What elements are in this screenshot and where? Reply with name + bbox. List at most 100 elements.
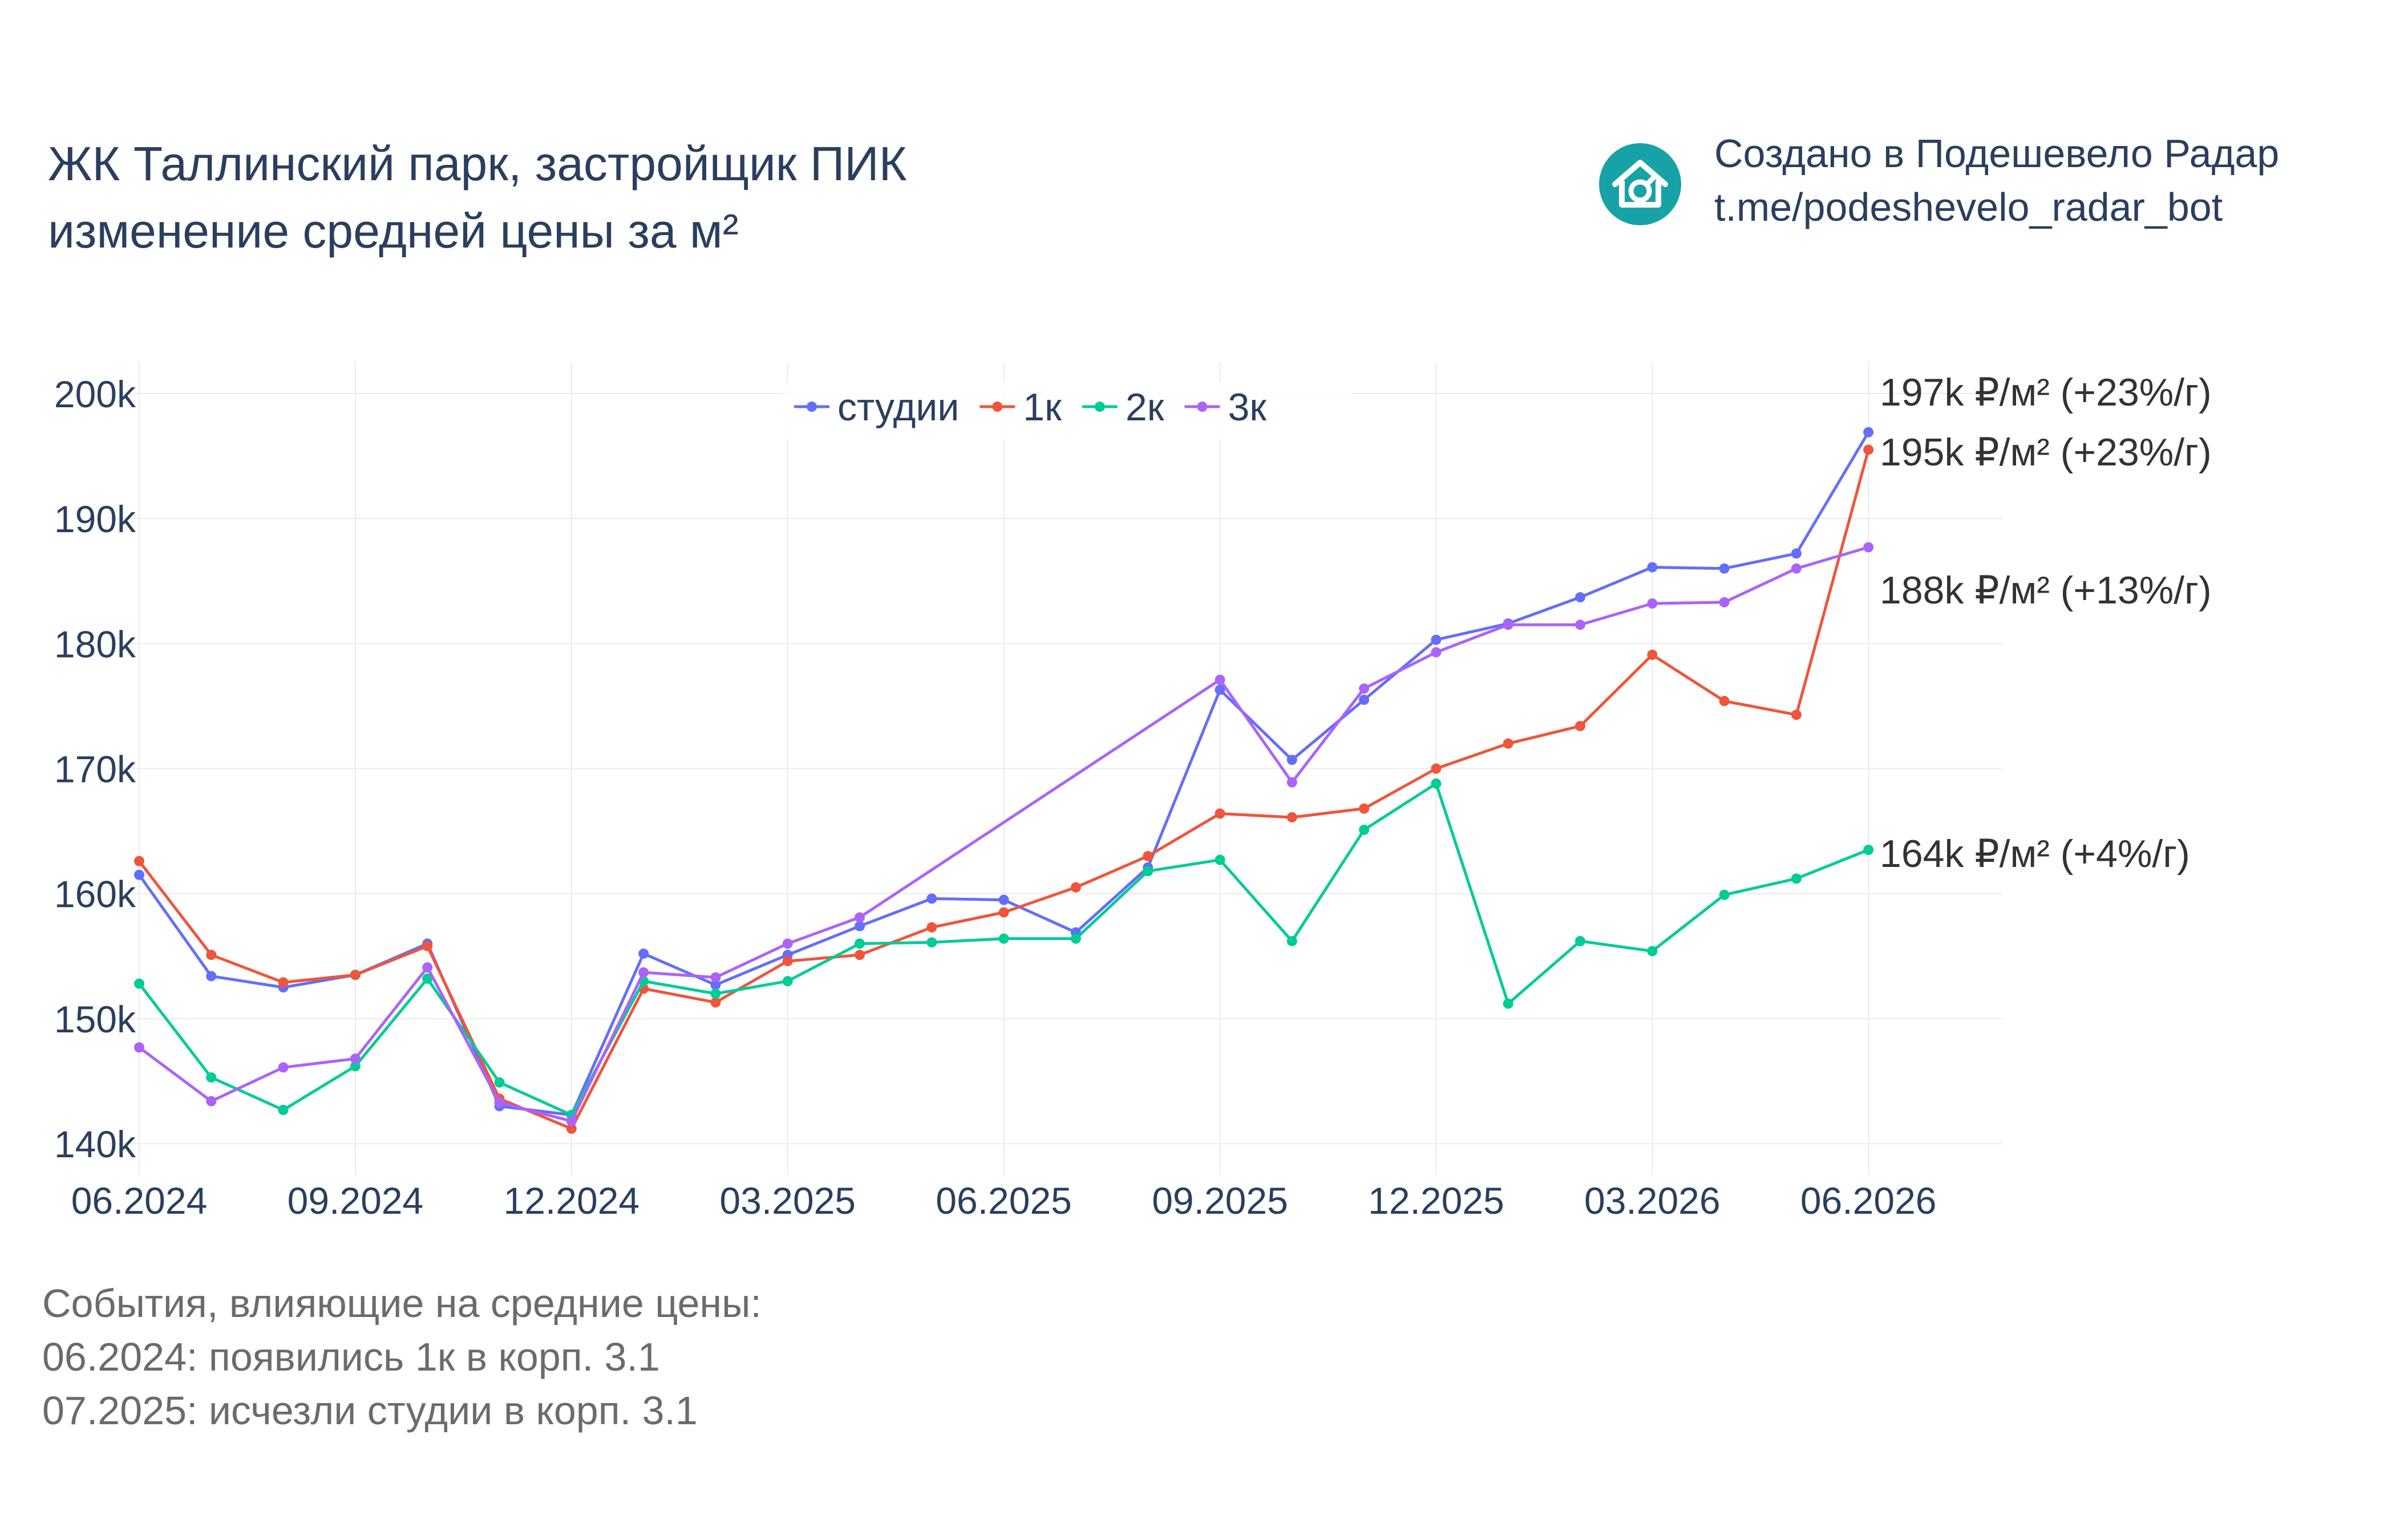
end-value-label: 188k ₽/м² (+13%/г) xyxy=(1880,569,2212,612)
data-point xyxy=(710,972,721,983)
x-tick-label: 06.2024 xyxy=(71,1180,208,1222)
data-point xyxy=(1575,936,1585,947)
y-tick-label: 140k xyxy=(54,1123,136,1165)
data-point xyxy=(1286,777,1297,788)
data-point xyxy=(855,938,865,949)
legend-item: 2к xyxy=(1082,386,1165,429)
data-point xyxy=(1719,597,1730,607)
data-point xyxy=(998,933,1009,944)
data-point xyxy=(926,937,937,948)
legend-marker xyxy=(1094,402,1105,412)
y-tick-label: 170k xyxy=(54,748,136,791)
x-tick-label: 06.2026 xyxy=(1800,1180,1937,1222)
data-point xyxy=(1286,755,1297,765)
series-2к xyxy=(134,778,1874,1120)
data-point xyxy=(1575,619,1585,630)
data-point xyxy=(855,921,865,931)
legend-label: 1к xyxy=(1023,386,1062,429)
data-point xyxy=(1431,647,1442,658)
grid-group xyxy=(108,362,2002,1175)
legend-background xyxy=(782,382,1352,439)
data-point xyxy=(278,1062,289,1073)
legend-item: студии xyxy=(794,386,959,429)
data-point xyxy=(1791,710,1802,720)
data-point xyxy=(1215,808,1225,819)
data-point xyxy=(494,1077,505,1088)
data-point xyxy=(566,1123,577,1134)
legend-marker xyxy=(1197,402,1208,412)
data-point xyxy=(206,950,217,961)
data-point xyxy=(1719,889,1730,900)
legend-label: 3к xyxy=(1228,386,1267,429)
events-heading: События, влияющие на средние цены: xyxy=(42,1281,762,1326)
data-point xyxy=(350,1053,361,1064)
data-point xyxy=(1070,882,1081,893)
house-icon xyxy=(1599,143,1681,225)
data-point xyxy=(1286,812,1297,822)
data-point xyxy=(1863,427,1874,437)
data-point xyxy=(1359,683,1370,694)
end-value-label: 195k ₽/м² (+23%/г) xyxy=(1880,431,2212,474)
data-point xyxy=(1647,598,1658,609)
event-item: 06.2024: появились 1к в корп. 3.1 xyxy=(42,1335,660,1379)
legend-label: 2к xyxy=(1126,386,1165,429)
data-point xyxy=(422,973,433,984)
y-tick-label: 180k xyxy=(54,623,136,665)
data-point xyxy=(782,956,793,967)
data-point xyxy=(206,1072,217,1083)
legend: студии 1к 2к 3к xyxy=(782,382,1352,439)
data-point xyxy=(1143,866,1154,877)
title-line-2: изменение средней цены за м² xyxy=(48,204,739,258)
data-point xyxy=(350,1061,361,1072)
data-point xyxy=(855,950,865,961)
data-point xyxy=(278,977,289,988)
y-tick-label: 160k xyxy=(54,873,136,915)
data-point xyxy=(1215,674,1225,685)
data-point xyxy=(494,1097,505,1108)
data-point xyxy=(638,967,649,978)
end-value-label: 164k ₽/м² (+4%/г) xyxy=(1880,832,2190,876)
event-item: 07.2025: исчезли студии в корп. 3.1 xyxy=(42,1388,698,1433)
x-tick-label: 12.2025 xyxy=(1368,1180,1504,1222)
data-point xyxy=(1359,803,1370,814)
data-point xyxy=(710,988,721,999)
data-point xyxy=(422,962,433,973)
data-point xyxy=(1863,845,1874,855)
data-point xyxy=(1647,946,1658,957)
data-point xyxy=(1503,738,1513,749)
data-point xyxy=(710,997,721,1008)
data-point xyxy=(1719,696,1730,707)
data-point xyxy=(1575,720,1585,731)
end-value-label: 197k ₽/м² (+23%/г) xyxy=(1880,371,2212,414)
data-point xyxy=(134,856,144,866)
data-point xyxy=(710,979,721,990)
x-tick-label: 03.2026 xyxy=(1584,1180,1721,1222)
data-point xyxy=(566,1116,577,1126)
chart-title: ЖК Таллинский парк, застройщик ПИК измен… xyxy=(48,130,907,265)
x-tick-label: 12.2024 xyxy=(504,1180,640,1222)
data-point xyxy=(782,938,793,949)
legend-item: 1к xyxy=(980,386,1062,429)
data-point xyxy=(1575,592,1585,603)
data-point xyxy=(638,948,649,959)
data-point xyxy=(1863,444,1874,455)
data-point xyxy=(134,1042,144,1053)
data-point xyxy=(134,869,144,880)
credits: Создано в Подешевело Радар t.me/podeshev… xyxy=(1714,127,2279,234)
data-point xyxy=(1791,873,1802,884)
title-line-1: ЖК Таллинский парк, застройщик ПИК xyxy=(48,137,907,191)
y-tick-label: 200k xyxy=(54,373,136,415)
legend-marker xyxy=(992,402,1003,412)
data-point xyxy=(1070,933,1081,944)
events-note: События, влияющие на средние цены: 06.20… xyxy=(42,1276,762,1437)
data-point xyxy=(422,941,433,951)
data-point xyxy=(1791,563,1802,574)
data-point xyxy=(855,912,865,923)
data-point xyxy=(1503,998,1513,1009)
data-point xyxy=(1215,684,1225,695)
data-point xyxy=(1215,854,1225,865)
data-point xyxy=(926,922,937,933)
data-point xyxy=(1719,563,1730,574)
x-tick-label: 09.2024 xyxy=(288,1180,424,1222)
